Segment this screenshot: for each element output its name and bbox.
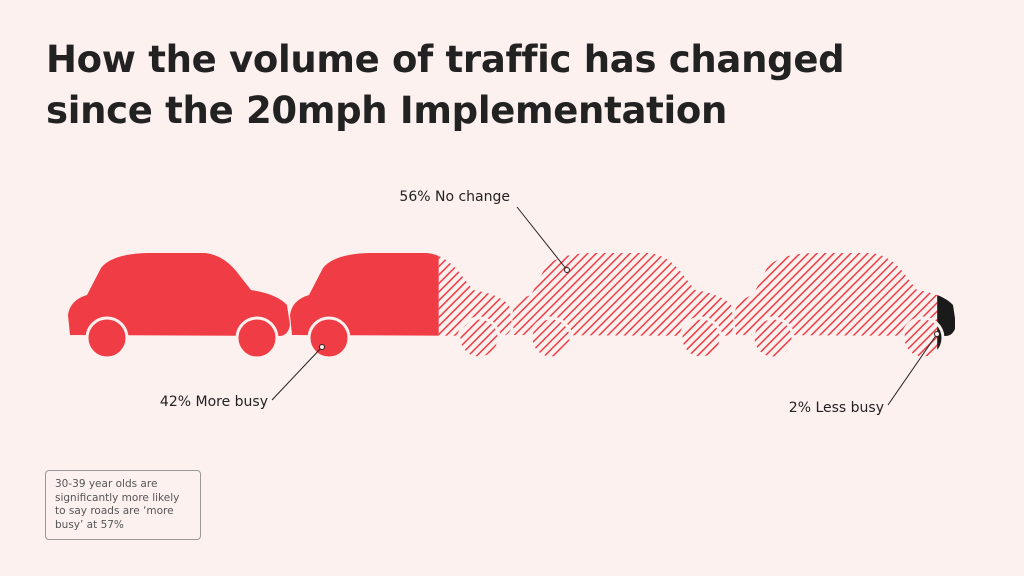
data-label: 56% No change — [399, 189, 510, 205]
leader-dot — [564, 267, 570, 273]
wheel-ring — [529, 316, 573, 360]
wheel-ring — [751, 316, 795, 360]
value-label: 2% — [789, 400, 811, 416]
leader-line — [887, 333, 938, 406]
segment — [68, 253, 439, 359]
leader-line — [516, 206, 568, 271]
value-label: 42% — [160, 394, 191, 410]
chart-title: How the volume of traffic has changed si… — [46, 38, 845, 132]
segment — [937, 253, 955, 359]
value-label: 56% — [399, 189, 430, 205]
leader-line — [271, 346, 323, 401]
wheel-ring — [901, 316, 945, 360]
wheel-ring — [307, 316, 351, 360]
wheel-ring — [235, 316, 279, 360]
data-label: 2% Less busy — [789, 400, 884, 416]
category-label: Less busy — [815, 400, 884, 416]
segment — [438, 253, 938, 359]
category-label: More busy — [196, 394, 269, 410]
wheel-ring — [85, 316, 129, 360]
wheel-ring — [457, 316, 501, 360]
leader-dot — [934, 331, 940, 337]
data-label: 42% More busy — [160, 394, 268, 410]
category-label: No change — [435, 189, 510, 205]
note: 30-39 year olds are significantly more l… — [45, 470, 201, 540]
wheel-ring — [679, 316, 723, 360]
leader-dot — [319, 344, 325, 350]
